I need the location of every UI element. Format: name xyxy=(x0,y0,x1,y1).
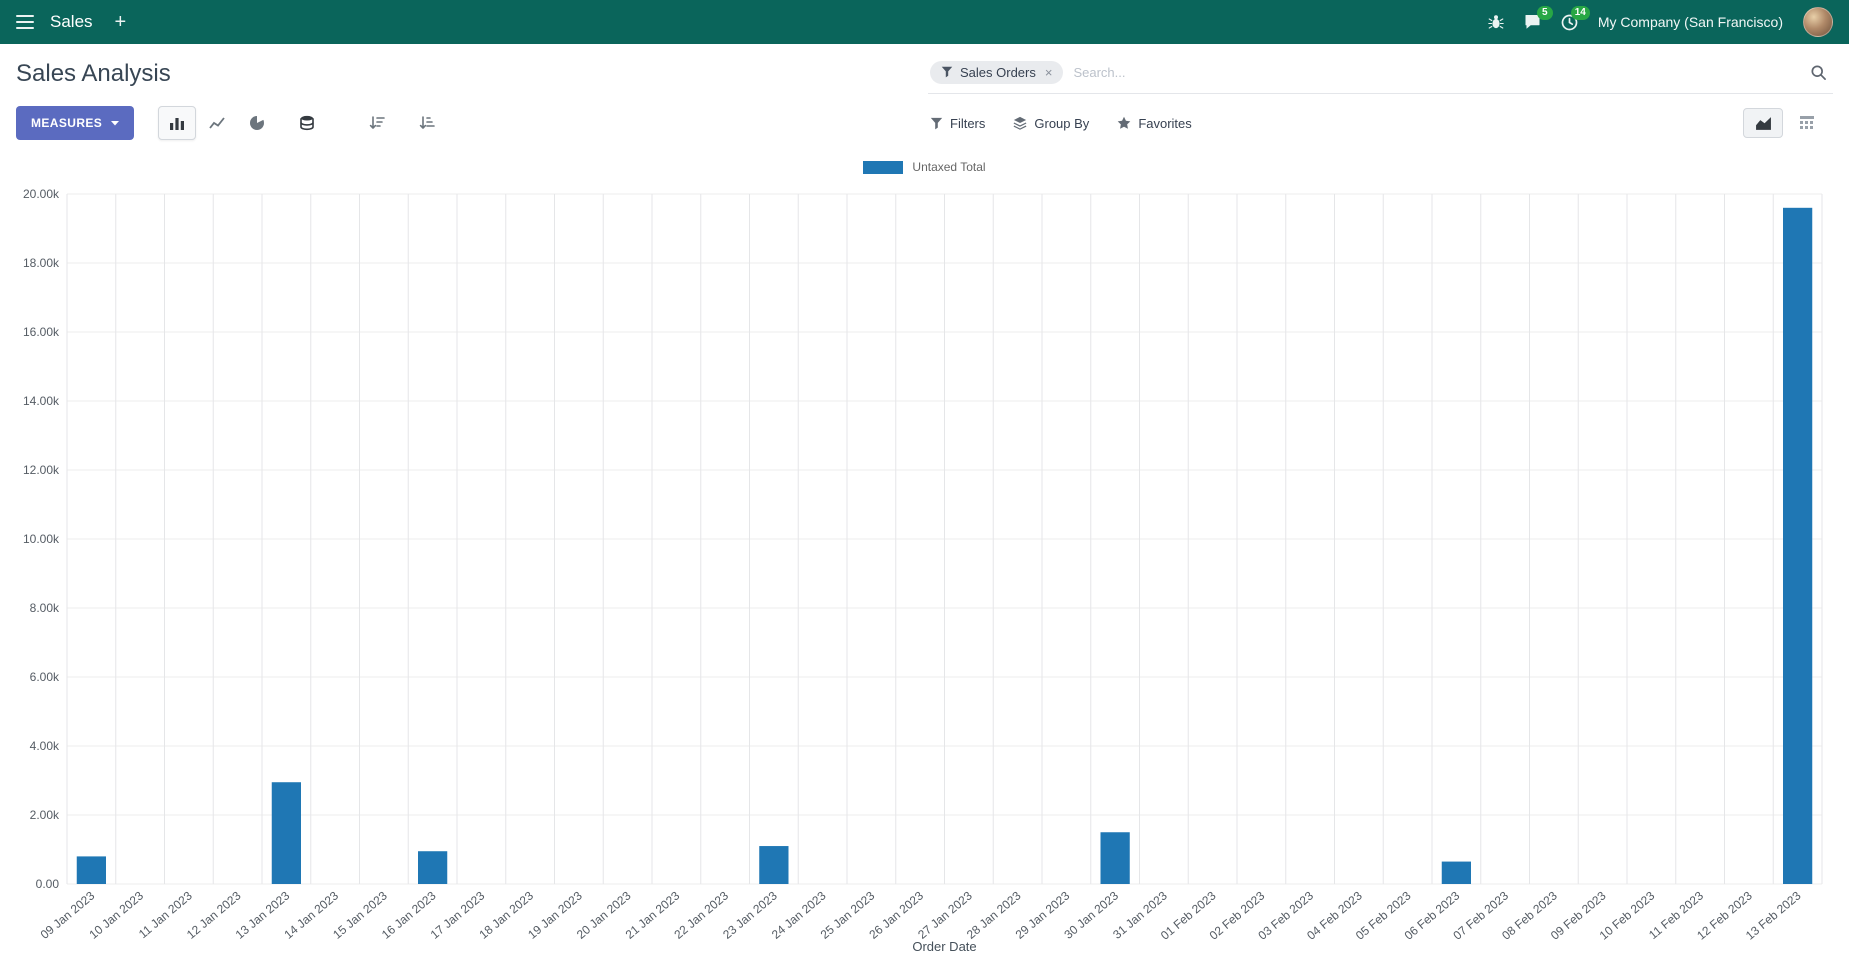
search-icon[interactable] xyxy=(1810,64,1827,81)
star-icon xyxy=(1117,116,1131,130)
chat-bubble-icon xyxy=(1524,14,1541,30)
bar-chart-button[interactable] xyxy=(158,106,197,140)
sort-descending-button[interactable] xyxy=(358,106,396,140)
activities-badge: 14 xyxy=(1570,5,1590,20)
debug-bug-icon[interactable] xyxy=(1488,14,1504,30)
svg-text:6.00k: 6.00k xyxy=(30,670,60,684)
graph-view-button[interactable] xyxy=(1743,108,1783,138)
svg-text:12.00k: 12.00k xyxy=(23,463,60,477)
search-facet-label: Sales Orders xyxy=(960,64,1036,80)
activities-button[interactable]: 14 xyxy=(1561,5,1590,31)
chart-container: Untaxed Total 0.00 2.00k 4.00k 6.00k 8.00k 10… xyxy=(0,148,1849,958)
filter-icon xyxy=(941,66,953,78)
control-panel: Sales Analysis Sales Orders × Search... … xyxy=(0,44,1849,148)
search-placeholder[interactable]: Search... xyxy=(1073,64,1126,80)
measures-label: MEASURES xyxy=(31,116,103,130)
user-menu[interactable]: My Company (San Francisco) xyxy=(1597,14,1783,30)
view-switcher xyxy=(1743,108,1833,138)
svg-text:Order Date: Order Date xyxy=(912,939,976,954)
svg-text:20.00k: 20.00k xyxy=(23,187,60,201)
search-facet[interactable]: Sales Orders × xyxy=(930,60,1064,84)
chart-legend[interactable]: Untaxed Total xyxy=(0,154,1849,180)
favorites-label: Favorites xyxy=(1138,115,1192,131)
svg-text:14.00k: 14.00k xyxy=(23,394,60,408)
filters-button[interactable]: Filters xyxy=(928,110,987,137)
stacked-toggle-button[interactable] xyxy=(288,106,326,140)
sort-ascending-button[interactable] xyxy=(408,106,446,140)
favorites-button[interactable]: Favorites xyxy=(1115,110,1193,137)
search-bar[interactable]: Sales Orders × Search... xyxy=(928,54,1833,94)
search-options: Filters Group By Favorites xyxy=(928,108,1833,138)
caret-down-icon xyxy=(111,120,120,126)
filters-label: Filters xyxy=(950,115,986,131)
page-title: Sales Analysis xyxy=(16,60,171,87)
layers-icon xyxy=(1013,116,1027,130)
pivot-view-button[interactable] xyxy=(1787,108,1827,138)
measures-button[interactable]: MEASURES xyxy=(16,106,135,140)
svg-text:10.00k: 10.00k xyxy=(23,532,60,546)
svg-text:4.00k: 4.00k xyxy=(30,739,60,753)
messages-button[interactable]: 5 xyxy=(1524,6,1553,30)
facet-remove-icon[interactable]: × xyxy=(1044,64,1053,80)
avatar[interactable] xyxy=(1803,7,1833,37)
pie-chart-button[interactable] xyxy=(238,106,276,140)
svg-text:2.00k: 2.00k xyxy=(30,808,60,822)
svg-text:0.00: 0.00 xyxy=(36,877,60,891)
top-navbar: Sales + 5 xyxy=(0,0,1849,44)
navbar-right: 5 14 My Company (San Francisco) xyxy=(1488,5,1833,37)
chart-type-group xyxy=(158,106,276,140)
chart-area: 0.00 2.00k 4.00k 6.00k 8.00k 10.00k 12.00k 14.0… xyxy=(0,180,1849,958)
svg-text:16.00k: 16.00k xyxy=(23,325,60,339)
funnel-icon xyxy=(930,117,943,130)
new-record-icon[interactable]: + xyxy=(114,10,127,33)
legend-swatch xyxy=(863,160,904,174)
clock-icon xyxy=(1561,14,1578,31)
svg-text:10 Jan 2023: 10 Jan 2023 xyxy=(86,888,146,941)
group-by-button[interactable]: Group By xyxy=(1011,110,1091,137)
graph-toolbar: MEASURES xyxy=(16,106,912,140)
svg-text:18.00k: 18.00k xyxy=(23,256,60,270)
messages-badge: 5 xyxy=(1536,6,1553,20)
apps-menu-icon[interactable] xyxy=(16,15,34,29)
app-name[interactable]: Sales xyxy=(50,12,93,31)
line-chart-button[interactable] xyxy=(198,106,236,140)
svg-text:8.00k: 8.00k xyxy=(30,601,60,615)
legend-label: Untaxed Total xyxy=(912,160,986,174)
bar-chart[interactable]: 0.00 2.00k 4.00k 6.00k 8.00k 10.00k 12.00k 14.0… xyxy=(0,180,1849,958)
group-by-label: Group By xyxy=(1034,115,1090,131)
